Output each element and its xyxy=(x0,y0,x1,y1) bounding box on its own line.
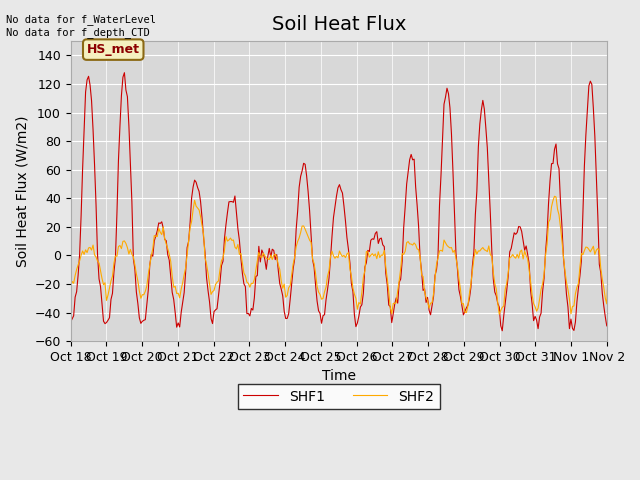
Y-axis label: Soil Heat Flux (W/m2): Soil Heat Flux (W/m2) xyxy=(15,115,29,267)
SHF1 xyxy=(120,70,128,75)
SHF2 xyxy=(495,312,503,317)
SHF1 xyxy=(67,319,74,325)
Title: Soil Heat Flux: Soil Heat Flux xyxy=(271,15,406,34)
SHF1 xyxy=(86,82,94,88)
SHF1 xyxy=(476,121,484,127)
Line: SHF1: SHF1 xyxy=(70,72,640,331)
SHF1 xyxy=(362,260,370,265)
SHF1 xyxy=(639,319,640,324)
SHF2 xyxy=(361,268,369,274)
Legend: SHF1, SHF2: SHF1, SHF2 xyxy=(237,384,440,409)
SHF2 xyxy=(639,254,640,260)
Text: No data for f_WaterLevel
No data for f_depth_CTD: No data for f_WaterLevel No data for f_d… xyxy=(6,14,156,38)
SHF2 xyxy=(550,193,558,199)
SHF2 xyxy=(86,245,94,251)
SHF2 xyxy=(67,284,74,290)
SHF1 xyxy=(499,328,506,334)
SHF2 xyxy=(474,248,482,254)
Text: HS_met: HS_met xyxy=(87,43,140,56)
Line: SHF2: SHF2 xyxy=(70,196,640,314)
SHF1 xyxy=(563,291,570,297)
SHF1 xyxy=(104,317,112,323)
SHF2 xyxy=(637,261,640,266)
SHF2 xyxy=(563,279,570,285)
SHF1 xyxy=(637,307,640,313)
X-axis label: Time: Time xyxy=(322,370,356,384)
SHF2 xyxy=(104,292,112,298)
